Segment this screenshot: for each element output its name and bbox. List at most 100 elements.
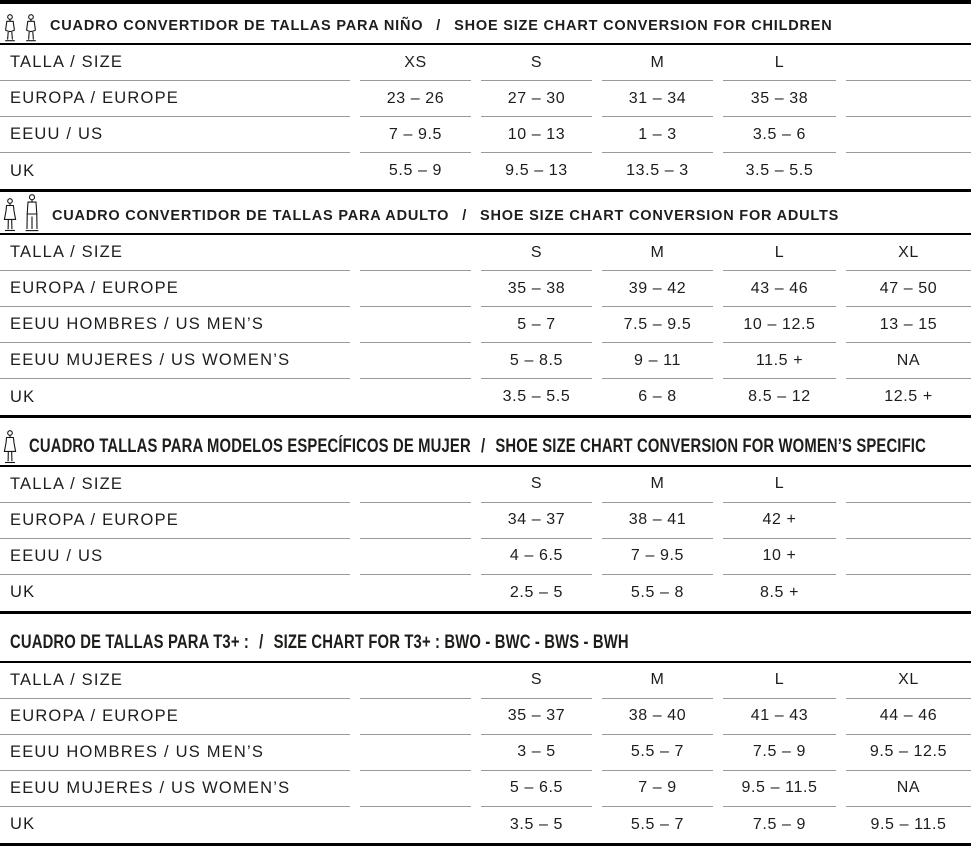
size-value-cell: 47 – 50 <box>846 271 971 307</box>
size-header-cell: L <box>723 467 836 503</box>
size-value-cell: 9.5 – 11.5 <box>846 807 971 843</box>
size-value-cell: 9.5 – 12.5 <box>846 735 971 771</box>
section-title-en: SIZE CHART FOR T3+ : BWO - BWC - BWS - B… <box>274 632 629 653</box>
size-value-cell <box>360 575 471 611</box>
row-label: EUROPA / EUROPE <box>0 699 350 735</box>
size-header-cell: L <box>723 663 836 699</box>
size-value-cell: 35 – 37 <box>481 699 592 735</box>
row-label: EEUU MUJERES / US WOMEN’S <box>0 343 350 379</box>
size-value-cell: 38 – 41 <box>602 503 713 539</box>
title-separator: / <box>436 18 441 34</box>
man-mannequin-icon <box>24 194 40 232</box>
size-value-cell: 39 – 42 <box>602 271 713 307</box>
size-value-cell: 9.5 – 13 <box>481 153 592 189</box>
size-header-cell <box>360 235 471 271</box>
size-value-cell <box>846 153 971 189</box>
size-value-cell: 7.5 – 9.5 <box>602 307 713 343</box>
section-women-specific: CUADRO TALLAS PARA MODELOS ESPECÍFICOS D… <box>0 415 971 611</box>
size-value-cell: NA <box>846 771 971 807</box>
size-value-cell <box>846 117 971 153</box>
size-value-cell: 43 – 46 <box>723 271 836 307</box>
table-row: EEUU / US 4 – 6.5 7 – 9.5 10 + <box>0 539 971 575</box>
size-value-cell: 4 – 6.5 <box>481 539 592 575</box>
size-value-cell: 7.5 – 9 <box>723 807 836 843</box>
size-value-cell: NA <box>846 343 971 379</box>
row-label: TALLA / SIZE <box>0 235 350 271</box>
size-header-cell: M <box>602 467 713 503</box>
size-value-cell: 5.5 – 9 <box>360 153 471 189</box>
size-value-cell <box>360 735 471 771</box>
size-value-cell: 41 – 43 <box>723 699 836 735</box>
section-t3plus: CUADRO DE TALLAS PARA T3+ : / SIZE CHART F… <box>0 611 971 843</box>
size-value-cell <box>360 807 471 843</box>
section-title-en: SHOE SIZE CHART CONVERSION FOR ADULTS <box>480 208 839 224</box>
row-label: UK <box>0 807 350 843</box>
size-value-cell <box>360 771 471 807</box>
size-value-cell: 44 – 46 <box>846 699 971 735</box>
size-value-cell: 3.5 – 5 <box>481 807 592 843</box>
size-value-cell: 7 – 9 <box>602 771 713 807</box>
section-title-en: SHOE SIZE CHART CONVERSION FOR WOMEN’S S… <box>495 436 926 457</box>
size-header-cell: M <box>602 235 713 271</box>
size-header-cell: S <box>481 235 592 271</box>
size-value-cell <box>360 379 471 415</box>
row-label: EEUU MUJERES / US WOMEN’S <box>0 771 350 807</box>
size-value-cell: 8.5 – 12 <box>723 379 836 415</box>
title-separator: / <box>462 208 467 224</box>
woman-mannequin-icon <box>3 198 17 232</box>
size-header-cell <box>846 467 971 503</box>
row-label: TALLA / SIZE <box>0 45 350 81</box>
title-separator: / <box>481 436 485 458</box>
child-mannequin-icon <box>3 14 17 42</box>
section-header: CUADRO DE TALLAS PARA T3+ : / SIZE CHART F… <box>0 614 971 663</box>
size-value-cell <box>360 307 471 343</box>
size-value-cell: 5 – 8.5 <box>481 343 592 379</box>
size-header-cell: M <box>602 663 713 699</box>
section-title-es: CUADRO DE TALLAS PARA T3+ : <box>10 632 249 653</box>
size-value-cell: 7 – 9.5 <box>602 539 713 575</box>
section-header: CUADRO CONVERTIDOR DE TALLAS PARA NIÑO/S… <box>0 4 971 45</box>
size-header-cell: XL <box>846 235 971 271</box>
size-header-cell: L <box>723 45 836 81</box>
size-value-cell: 10 – 12.5 <box>723 307 836 343</box>
size-value-cell: 10 + <box>723 539 836 575</box>
title-separator: / <box>259 632 263 654</box>
section-children: CUADRO CONVERTIDOR DE TALLAS PARA NIÑO/S… <box>0 4 971 189</box>
row-label: EUROPA / EUROPE <box>0 271 350 307</box>
size-value-cell: 31 – 34 <box>602 81 713 117</box>
size-header-cell: XS <box>360 45 471 81</box>
size-header-cell: XL <box>846 663 971 699</box>
size-value-cell: 13.5 – 3 <box>602 153 713 189</box>
size-value-cell: 3.5 – 6 <box>723 117 836 153</box>
size-value-cell: 5.5 – 7 <box>602 735 713 771</box>
section-title: CUADRO CONVERTIDOR DE TALLAS PARA ADULTO… <box>52 208 839 224</box>
row-label: EEUU / US <box>0 539 350 575</box>
section-adults: CUADRO CONVERTIDOR DE TALLAS PARA ADULTO… <box>0 189 971 415</box>
size-value-cell: 5 – 7 <box>481 307 592 343</box>
row-label: TALLA / SIZE <box>0 663 350 699</box>
size-value-cell: 3.5 – 5.5 <box>481 379 592 415</box>
size-value-cell: 34 – 37 <box>481 503 592 539</box>
size-value-cell: 1 – 3 <box>602 117 713 153</box>
size-header-cell: M <box>602 45 713 81</box>
row-label: EEUU / US <box>0 117 350 153</box>
size-header-cell <box>360 467 471 503</box>
size-value-cell <box>360 503 471 539</box>
size-header-cell <box>360 663 471 699</box>
size-header-cell <box>846 45 971 81</box>
header-icons <box>3 430 17 464</box>
